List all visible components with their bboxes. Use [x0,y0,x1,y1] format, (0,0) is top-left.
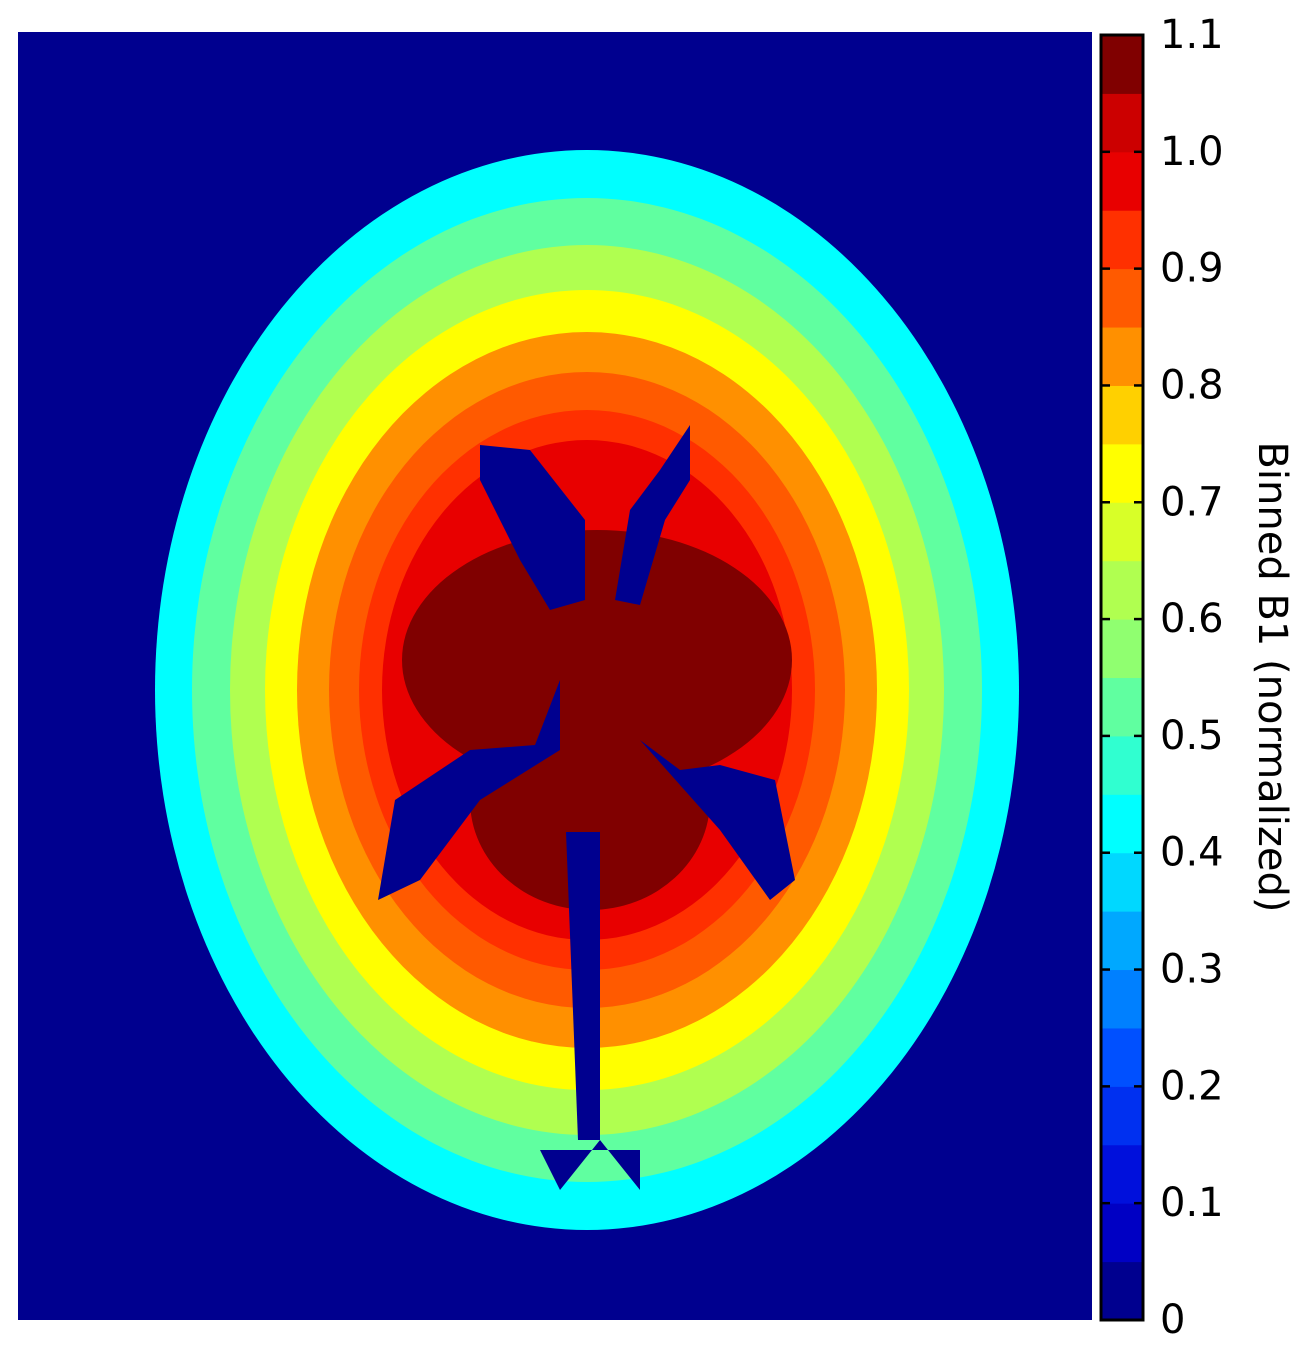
colorbar-bin [1101,151,1143,211]
colorbar-bin [1101,327,1143,386]
tick-label: 0.4 [1160,830,1224,876]
brain-band [402,530,792,790]
colorbar-frame [1099,33,1145,1322]
tick-label: 0.8 [1160,362,1224,408]
colorbar-bin [1101,735,1143,795]
colorbar-bin [1101,677,1143,737]
tick-label: 0.7 [1160,479,1224,525]
tick-label: 1.0 [1160,129,1224,175]
colorbar-label: Binned B1 (normalized) [1249,441,1295,912]
colorbar-bin [1101,911,1143,971]
tick-label: 0 [1160,1297,1185,1343]
ventricle [480,445,585,610]
tick-label: 0.9 [1160,246,1224,292]
colorbar-bin [1101,1027,1143,1087]
tick-label: 0.6 [1160,596,1224,642]
colorbar-bin [1101,794,1143,854]
brain-map [155,150,1019,1230]
colorbar-bin [1101,93,1143,153]
tick-label: 0.5 [1160,713,1224,759]
tick-label: 0.3 [1160,947,1224,993]
colorbar-bin [1101,443,1143,503]
colorbar-bin [1101,1086,1143,1146]
colorbar-bin [1101,619,1143,678]
ventricle [540,1140,640,1190]
colorbar-bin [1101,502,1143,562]
ventricle [640,740,795,900]
colorbar-bin [1101,35,1143,94]
ventricle [615,425,690,605]
colorbar-bin [1101,210,1143,270]
colorbar-bin [1101,969,1143,1029]
colorbar-bin [1101,560,1143,620]
ventricle [378,680,560,900]
colorbar-bin [1101,385,1143,445]
brain-band [470,690,710,910]
colorbar-bin [1101,852,1143,912]
tick-label: 0.1 [1160,1180,1224,1226]
tick-label: 1.1 [1160,12,1224,58]
ventricle [566,832,600,1140]
tick-label: 0.2 [1160,1063,1224,1109]
colorbar-bin [1101,1203,1143,1263]
colorbar-bin [1101,1144,1143,1204]
colorbar-bin [1101,1261,1143,1321]
colorbar-bin [1101,268,1143,328]
